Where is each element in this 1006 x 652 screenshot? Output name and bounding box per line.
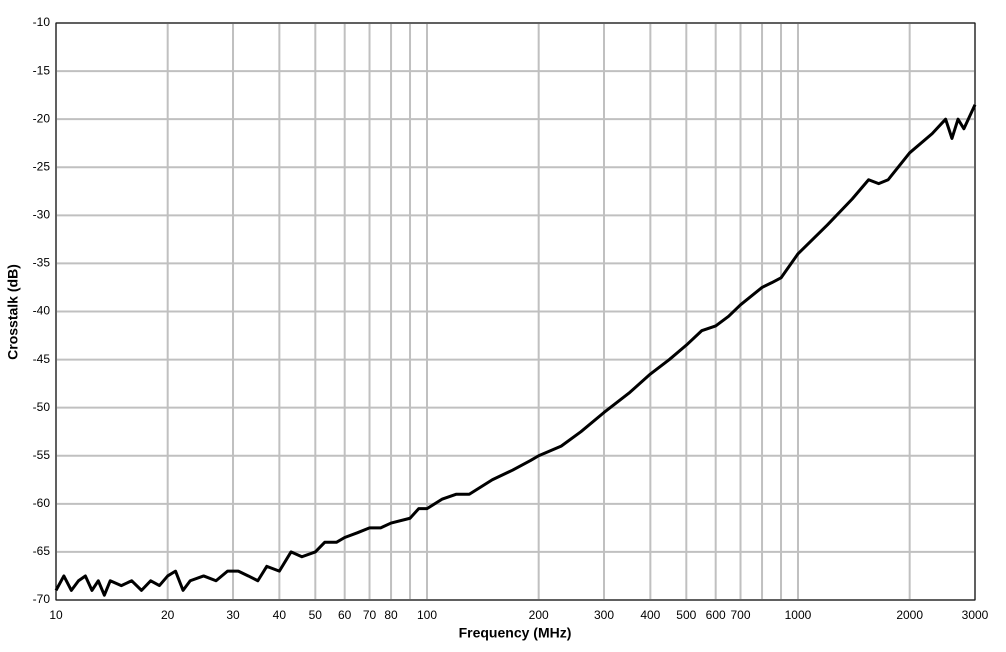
x-tick-label: 30 — [226, 608, 240, 622]
x-tick-label: 100 — [417, 608, 437, 622]
x-tick-label: 600 — [706, 608, 726, 622]
y-tick-label: -20 — [33, 111, 51, 125]
x-tick-label: 500 — [676, 608, 696, 622]
y-tick-label: -40 — [33, 304, 51, 318]
x-tick-label: 10 — [49, 608, 63, 622]
y-tick-label: -60 — [33, 496, 51, 510]
x-tick-label: 80 — [384, 608, 398, 622]
y-axis-label: Crosstalk (dB) — [5, 264, 21, 360]
data-line — [54, 104, 977, 597]
x-tick-label: 2000 — [896, 608, 923, 622]
x-tick-label: 700 — [731, 608, 751, 622]
x-tick-label: 60 — [338, 608, 352, 622]
x-tick-label: 50 — [309, 608, 323, 622]
x-axis-label: Frequency (MHz) — [459, 625, 572, 641]
y-tick-label: -65 — [33, 544, 51, 558]
y-tick-label: -15 — [33, 63, 51, 77]
y-tick-label: -50 — [33, 400, 51, 414]
x-tick-label: 70 — [363, 608, 377, 622]
plot-border — [55, 22, 976, 601]
x-tick-label: 40 — [273, 608, 287, 622]
x-tick-label: 400 — [640, 608, 660, 622]
x-tick-label: 20 — [161, 608, 175, 622]
y-tick-label: -25 — [33, 159, 51, 173]
x-tick-label: 1000 — [785, 608, 812, 622]
x-tick-label: 200 — [529, 608, 549, 622]
y-tick-label: -70 — [33, 592, 51, 606]
y-tick-label: -10 — [33, 15, 51, 29]
y-tick-label: -30 — [33, 208, 51, 222]
x-tick-label: 3000 — [962, 608, 989, 622]
y-tick-label: -45 — [33, 352, 51, 366]
y-tick-label: -55 — [33, 448, 51, 462]
y-tick-label: -35 — [33, 256, 51, 270]
x-tick-label: 300 — [594, 608, 614, 622]
